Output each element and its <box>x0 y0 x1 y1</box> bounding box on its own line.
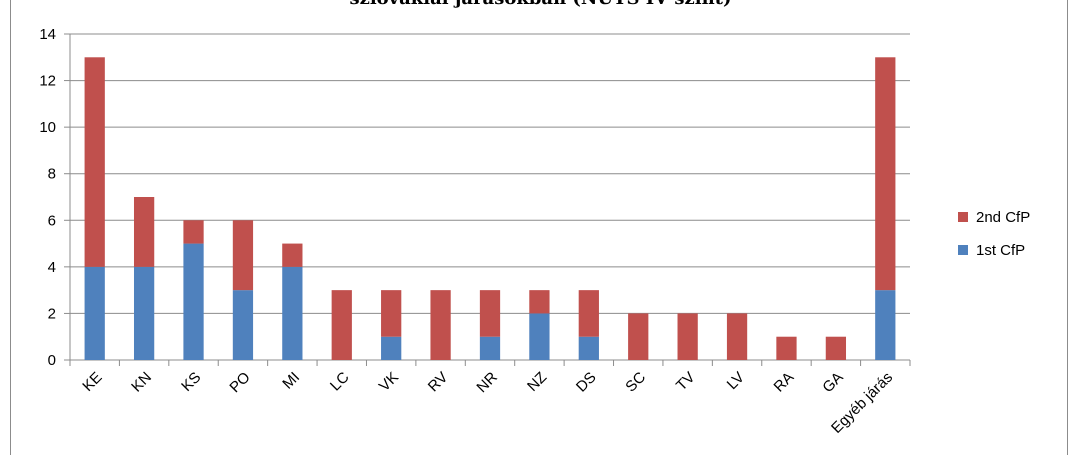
y-tick-label: 0 <box>48 352 56 369</box>
bar-segment <box>430 290 451 360</box>
bar-segment <box>875 290 896 360</box>
chart-title: szlovákiai járásokban (NUTS IV szint) <box>0 0 1081 9</box>
y-tick-label: 12 <box>39 73 56 90</box>
x-tick-label: NZ <box>524 369 550 395</box>
x-tick-label: MI <box>279 369 303 393</box>
bar-segment <box>875 57 896 291</box>
x-tick-label: PO <box>226 369 253 396</box>
y-tick-label: 8 <box>48 166 56 183</box>
x-tick-label: DS <box>573 369 600 396</box>
x-tick-label: RA <box>771 369 798 396</box>
x-tick-label: KE <box>79 369 105 395</box>
x-tick-label: GA <box>819 369 846 396</box>
legend-swatch <box>958 245 968 255</box>
bar-segment <box>578 290 599 337</box>
bar-segment <box>479 290 501 337</box>
bar-segment <box>232 220 254 291</box>
y-tick-label: 14 <box>39 26 56 43</box>
bar-segment <box>331 290 352 360</box>
bar-segment <box>726 313 748 360</box>
bar-segment <box>232 290 254 360</box>
x-tick-label: TV <box>673 369 699 395</box>
bar-segment <box>133 197 155 267</box>
bar-segment <box>282 243 303 267</box>
bar-segment <box>381 290 402 337</box>
bar-segment <box>84 57 105 267</box>
bar-segment <box>183 220 204 244</box>
bar-segment <box>84 266 105 360</box>
y-tick-label: 4 <box>48 259 56 276</box>
bar-segment <box>578 336 599 360</box>
bar-segment <box>529 290 550 314</box>
x-tick-label: RV <box>425 369 452 396</box>
x-tick-label: KS <box>178 369 204 395</box>
y-tick-label: 2 <box>48 305 56 322</box>
x-tick-label: LC <box>327 369 353 395</box>
bar-segment <box>628 313 649 360</box>
bar-segment <box>825 336 847 360</box>
bar-segment <box>282 266 303 360</box>
bar-segment <box>479 336 501 360</box>
bar-segment <box>183 243 204 360</box>
bar-segment <box>677 313 698 360</box>
y-axis-ticks: 0 2 4 6 8 10 12 14 <box>39 26 71 369</box>
bars <box>84 57 896 360</box>
legend-swatch <box>958 212 968 222</box>
legend-label: 2nd CfP <box>976 209 1030 226</box>
x-tick-label: KN <box>128 369 155 396</box>
legend-label: 1st CfP <box>976 242 1025 259</box>
bar-segment <box>381 336 402 360</box>
y-tick-label: 6 <box>48 212 56 229</box>
bar-segment <box>133 266 155 360</box>
x-tick-label: SC <box>622 369 649 396</box>
bar-segment <box>529 313 550 360</box>
legend: 2nd CfP 1st CfP <box>958 209 1030 259</box>
x-tick-label: NR <box>473 369 500 396</box>
y-tick-label: 10 <box>39 119 56 136</box>
x-tick-label: VK <box>376 369 402 395</box>
bar-segment <box>776 336 797 360</box>
x-tick-label: LV <box>724 369 748 393</box>
